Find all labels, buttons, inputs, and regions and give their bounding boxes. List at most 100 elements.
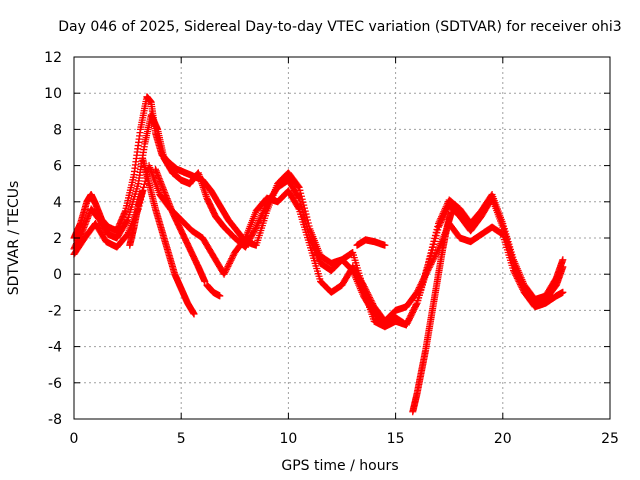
- point-track-c-27-4: [363, 287, 371, 295]
- series-track-g: [203, 281, 224, 300]
- y-tick-label-1: -6: [48, 376, 62, 392]
- point-track-c-14-0: [220, 270, 228, 278]
- point-track-c-14-8: [226, 258, 234, 266]
- point-track-c-27-7: [365, 292, 373, 300]
- point-track-b-20-13: [251, 225, 259, 233]
- point-track-c-33-2: [425, 263, 433, 271]
- point-track-c-14-4: [223, 264, 231, 272]
- point-track-c-32-11: [421, 271, 429, 279]
- point-track-c-14-7: [225, 259, 233, 267]
- point-track-b-38-7: [440, 212, 448, 220]
- point-track-c-32-10: [421, 273, 429, 281]
- point-track-b-35-6: [407, 312, 415, 320]
- point-track-b-35-5: [406, 313, 414, 321]
- point-track-d-8-0: [190, 310, 198, 318]
- y-tick-label-7: 6: [53, 159, 62, 175]
- point-track-c-41-7: [515, 277, 523, 285]
- point-track-b-38-8: [441, 211, 449, 219]
- point-track-c-41-12: [519, 285, 527, 293]
- point-track-c-27-6: [364, 290, 372, 298]
- point-track-b-38-2: [436, 220, 444, 228]
- point-track-c-41-4: [513, 273, 521, 281]
- point-track-c-27-0: [359, 281, 367, 289]
- point-track-c-14-2: [222, 267, 230, 275]
- point-track-f-3-0: [139, 187, 147, 195]
- series-track-b: [70, 111, 567, 331]
- point-track-e-6-0: [201, 277, 209, 285]
- series-track-h: [353, 236, 389, 249]
- point-track-c-14-11: [229, 253, 237, 261]
- point-track-c-33-8: [430, 254, 438, 262]
- point-track-c-32-5: [417, 281, 425, 289]
- point-track-c-41-10: [517, 282, 525, 290]
- point-track-c-41-9: [516, 281, 524, 289]
- point-track-b-38-0: [434, 223, 442, 231]
- point-track-c-32-6: [418, 279, 426, 287]
- point-track-c-33-4: [427, 260, 435, 268]
- point-track-c-27-11: [368, 298, 376, 306]
- x-tick-label-2: 10: [279, 431, 297, 447]
- point-track-c-41-5: [513, 274, 521, 282]
- point-track-b-35-0: [402, 321, 410, 329]
- axis-ticks: 0 5 10 15 20 25 -8 -6 -4 -2 0 2 4 6 8 10 12: [44, 50, 619, 447]
- point-track-b-35-1: [403, 319, 411, 327]
- point-track-c-32-1: [414, 287, 422, 295]
- point-track-c-27-5: [363, 289, 371, 297]
- point-track-b-35-13: [412, 301, 420, 309]
- point-track-c-14-5: [224, 262, 232, 270]
- series-track-e: [151, 165, 209, 285]
- y-axis-label: SDTVAR / TECUs: [6, 181, 22, 296]
- point-track-b-38-11: [443, 206, 451, 214]
- point-track-b-38-3: [437, 218, 445, 226]
- point-track-c-27-12: [369, 300, 377, 308]
- point-track-c-46-0: [559, 288, 567, 296]
- y-tick-label-6: 4: [53, 195, 62, 211]
- point-track-c-33-11: [432, 250, 440, 258]
- point-track-g-2-0: [216, 292, 224, 300]
- point-track-c-32-8: [419, 276, 427, 284]
- point-track-b-38-10: [442, 208, 450, 216]
- point-track-c-32-9: [420, 274, 428, 282]
- point-track-c-14-6: [225, 261, 233, 269]
- point-track-b-21-10: [260, 206, 268, 214]
- data-markers: [70, 93, 567, 416]
- point-track-c-32-0: [413, 288, 421, 296]
- point-track-a-28-13: [294, 182, 302, 190]
- point-track-c-41-8: [516, 279, 524, 287]
- point-track-b-35-8: [408, 308, 416, 316]
- point-track-b-38-6: [439, 214, 447, 222]
- point-track-b-21-11: [261, 205, 269, 213]
- series-track-c: [70, 162, 567, 325]
- point-track-c-41-3: [512, 271, 520, 279]
- point-track-c-41-0: [510, 267, 518, 275]
- point-track-c-27-9: [366, 295, 374, 303]
- x-tick-label-1: 5: [177, 431, 186, 447]
- point-track-c-33-10: [431, 251, 439, 259]
- y-tick-label-10: 12: [44, 50, 62, 66]
- point-track-b-21-8: [258, 210, 266, 218]
- point-track-b-21-9: [259, 208, 267, 216]
- point-track-c-14-1: [221, 269, 229, 277]
- point-track-c-27-3: [362, 286, 370, 294]
- point-track-b-35-10: [410, 305, 418, 313]
- x-axis-label: GPS time / hours: [281, 458, 398, 474]
- point-track-b-21-0: [252, 223, 260, 231]
- y-tick-label-5: 2: [53, 231, 62, 247]
- point-track-b-38-4: [438, 217, 446, 225]
- series-track-f: [126, 187, 147, 249]
- point-track-c-41-6: [514, 276, 522, 284]
- point-track-c-14-3: [222, 266, 230, 274]
- point-track-c-41-11: [518, 284, 526, 292]
- series-track-i: [409, 209, 455, 416]
- point-track-c-27-10: [367, 297, 375, 305]
- point-track-c-27-1: [360, 283, 368, 291]
- point-track-i-9-0: [447, 209, 455, 217]
- point-track-c-33-5: [428, 259, 436, 267]
- y-tick-label-4: 0: [53, 267, 62, 283]
- point-track-b-24-13: [294, 193, 302, 201]
- x-tick-label-3: 15: [387, 431, 405, 447]
- point-track-b-35-4: [405, 315, 413, 323]
- point-track-c-27-2: [361, 284, 369, 292]
- point-track-b-21-3: [255, 218, 263, 226]
